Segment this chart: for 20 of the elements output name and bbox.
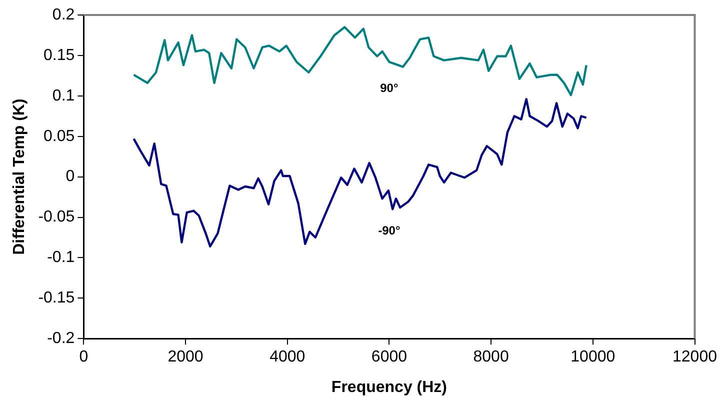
y-tick-label: -0.05 — [38, 208, 75, 226]
y-tick-label: 0.15 — [44, 46, 75, 64]
x-tick-label: 0 — [79, 348, 88, 366]
y-tick-label: 0.1 — [52, 87, 75, 104]
y-axis-title: Differential Temp (K) — [11, 98, 28, 255]
y-tick-label: -0.1 — [47, 249, 75, 266]
x-tick-label: 2000 — [168, 348, 204, 366]
y-tick-label: 0.2 — [52, 6, 75, 24]
y-tick-label: -0.2 — [47, 330, 75, 348]
x-tick-label: 8000 — [473, 348, 509, 366]
y-tick-label: -0.15 — [38, 290, 75, 307]
y-tick-label: 0 — [66, 168, 75, 186]
series-label: -90° — [378, 223, 400, 238]
x-tick-label: 10000 — [570, 348, 616, 366]
x-axis-title: Frequency (Hz) — [331, 378, 447, 396]
x-tick-label: 4000 — [270, 348, 306, 366]
x-tick-label: 6000 — [371, 348, 408, 366]
y-tick-label: 0.05 — [44, 128, 75, 145]
series-label: 90° — [380, 81, 398, 96]
x-tick-label: 12000 — [672, 348, 718, 366]
